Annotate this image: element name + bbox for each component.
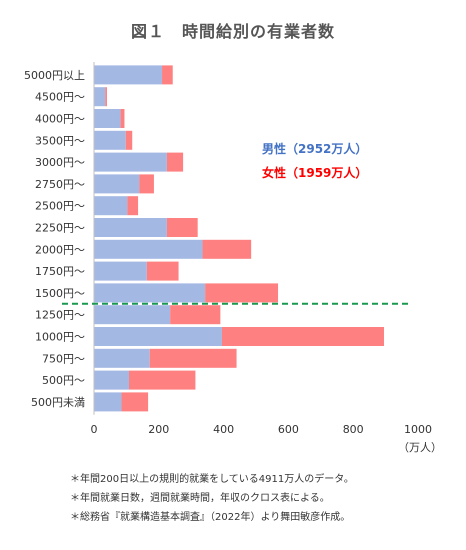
x-tick-label: 200	[148, 423, 169, 436]
bar-male-2	[94, 109, 121, 128]
category-label: 4500円〜	[35, 91, 85, 104]
bar-female-6	[127, 196, 139, 216]
category-label: 750円〜	[42, 352, 85, 365]
bar-male-1	[94, 87, 106, 107]
bar-female-14	[128, 370, 196, 390]
category-label: 2750円〜	[35, 178, 85, 191]
legend-female: 女性（1959万人）	[262, 165, 367, 180]
bar-female-4	[166, 152, 184, 172]
category-label: 500円未満	[31, 396, 85, 409]
bar-female-13	[149, 348, 237, 368]
x-tick-label: 1000	[404, 423, 432, 436]
bar-male-0	[94, 65, 163, 85]
bar-female-2	[120, 109, 125, 128]
bar-male-3	[94, 130, 126, 150]
bar-female-10	[205, 283, 279, 303]
bar-male-14	[94, 370, 129, 390]
category-label: 1250円〜	[35, 309, 85, 322]
category-label: 1000円〜	[35, 331, 85, 344]
bar-female-8	[202, 239, 252, 259]
category-label: 2250円〜	[35, 222, 85, 235]
bar-male-6	[94, 196, 128, 216]
x-unit-label: （万人）	[398, 441, 442, 454]
category-label: 500円〜	[42, 374, 85, 387]
bar-male-15	[94, 392, 122, 412]
category-label: 4000円〜	[35, 113, 85, 126]
bars-group	[94, 65, 384, 412]
bar-female-12	[221, 327, 384, 346]
legend-male: 男性（2952万人）	[262, 141, 367, 156]
category-label: 1750円〜	[35, 265, 85, 278]
bar-male-8	[94, 239, 203, 259]
bar-male-11	[94, 305, 171, 325]
bar-female-1	[105, 87, 107, 107]
category-label: 2000円〜	[35, 243, 85, 256]
x-tick-label: 400	[213, 423, 234, 436]
category-label: 5000円以上	[24, 69, 85, 82]
bar-male-12	[94, 327, 222, 346]
bar-male-4	[94, 152, 167, 172]
x-tick-labels: 0 200 400 600 800 1000	[91, 423, 433, 436]
bar-male-5	[94, 174, 140, 194]
bar-male-9	[94, 261, 147, 281]
footnote-1: ＊年間200日以上の規則的就業をしている4911万人のデータ。	[70, 474, 354, 485]
x-tick-label: 0	[91, 423, 98, 436]
bar-female-15	[121, 392, 149, 412]
x-tick-label: 600	[278, 423, 299, 436]
bar-female-11	[170, 305, 221, 325]
bar-female-0	[162, 65, 173, 85]
bar-male-10	[94, 283, 206, 303]
category-label: 1500円〜	[35, 287, 85, 300]
bar-female-9	[146, 261, 179, 281]
bar-female-7	[166, 218, 198, 237]
footnote-2: ＊年間就業日数，週間就業時間，年収のクロス表による。	[70, 493, 330, 504]
footnote-3: ＊総務省『就業構造基本調査』（2022年）より舞田敏彦作成。	[70, 512, 351, 523]
bar-male-13	[94, 348, 150, 368]
bar-male-7	[94, 218, 167, 237]
category-label: 2500円〜	[35, 200, 85, 213]
category-label: 3500円〜	[35, 134, 85, 147]
chart-title: 図１ 時間給別の有業者数	[130, 22, 335, 41]
category-label: 3000円〜	[35, 156, 85, 169]
bar-female-5	[139, 174, 154, 194]
footnotes: ＊年間200日以上の規則的就業をしている4911万人のデータ。 ＊年間就業日数，…	[70, 470, 354, 527]
category-labels: 5000円以上 4500円〜 4000円〜 3500円〜 3000円〜 2750円〜 250…	[24, 69, 85, 409]
x-tick-label: 800	[343, 423, 364, 436]
bar-female-3	[125, 130, 133, 150]
